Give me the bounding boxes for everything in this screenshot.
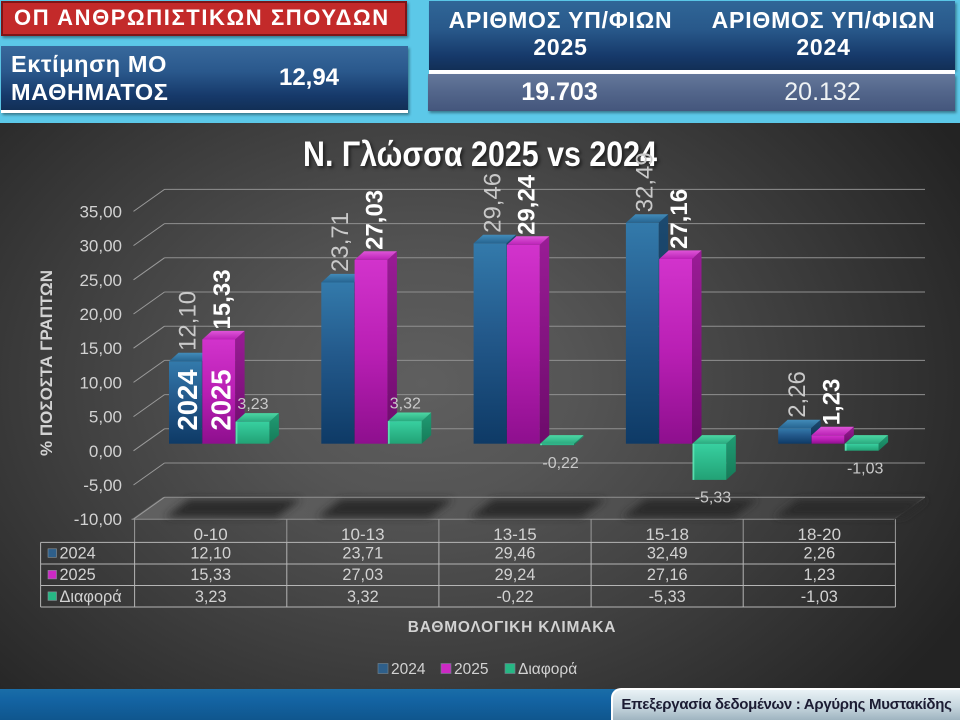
svg-text:2025: 2025: [454, 661, 488, 678]
svg-text:10,00: 10,00: [79, 373, 122, 392]
svg-text:15-18: 15-18: [645, 525, 688, 544]
svg-text:27,16: 27,16: [647, 566, 688, 584]
svg-text:29,46: 29,46: [495, 545, 536, 563]
svg-text:-5,33: -5,33: [695, 490, 732, 507]
svg-text:2024: 2024: [391, 661, 426, 678]
svg-text:-10,00: -10,00: [74, 510, 122, 529]
svg-text:-1,03: -1,03: [847, 460, 884, 477]
svg-text:15,00: 15,00: [79, 339, 122, 358]
svg-text:29,46: 29,46: [479, 173, 506, 233]
svg-text:3,23: 3,23: [195, 588, 227, 606]
svg-text:-5,33: -5,33: [649, 588, 686, 606]
svg-text:3,23: 3,23: [237, 396, 268, 413]
svg-text:30,00: 30,00: [79, 237, 122, 256]
svg-text:12,10: 12,10: [190, 545, 231, 563]
svg-text:2024: 2024: [172, 369, 203, 431]
svg-text:Διαφορά: Διαφορά: [60, 588, 122, 606]
svg-text:10-13: 10-13: [341, 525, 384, 544]
svg-text:-1,03: -1,03: [801, 588, 838, 606]
svg-text:12,10: 12,10: [175, 291, 202, 351]
svg-text:0,00: 0,00: [89, 442, 122, 461]
svg-text:ΒΑΘΜΟΛΟΓΙΚΗ ΚΛΙΜΑΚΑ: ΒΑΘΜΟΛΟΓΙΚΗ ΚΛΙΜΑΚΑ: [408, 619, 616, 636]
svg-text:27,16: 27,16: [666, 189, 693, 249]
svg-text:2,26: 2,26: [784, 371, 811, 418]
svg-text:2025: 2025: [60, 566, 96, 584]
svg-text:3,32: 3,32: [390, 396, 421, 413]
svg-text:-0,22: -0,22: [496, 588, 533, 606]
svg-text:2025: 2025: [205, 369, 236, 430]
svg-text:15,33: 15,33: [209, 269, 236, 329]
svg-text:3,32: 3,32: [347, 588, 379, 606]
svg-text:-0,22: -0,22: [542, 455, 579, 472]
svg-text:32,49: 32,49: [632, 152, 659, 212]
svg-text:15,33: 15,33: [190, 566, 231, 584]
svg-text:0-10: 0-10: [194, 525, 228, 544]
svg-text:18-20: 18-20: [798, 525, 841, 544]
svg-text:-5,00: -5,00: [83, 476, 122, 495]
svg-text:2024: 2024: [60, 545, 96, 563]
svg-text:32,49: 32,49: [647, 545, 688, 563]
svg-text:5,00: 5,00: [89, 408, 122, 427]
svg-text:Ν. Γλώσσα 2025 vs 2024: Ν. Γλώσσα 2025 vs 2024: [303, 135, 657, 174]
svg-text:1,23: 1,23: [818, 379, 845, 426]
svg-text:13-15: 13-15: [493, 525, 536, 544]
svg-text:% ΠΟΣΟΣΤΑ ΓΡΑΠΤΩΝ: % ΠΟΣΟΣΤΑ ΓΡΑΠΤΩΝ: [37, 270, 56, 456]
svg-text:27,03: 27,03: [361, 190, 388, 250]
svg-text:23,71: 23,71: [342, 545, 383, 563]
svg-text:29,24: 29,24: [514, 174, 541, 235]
svg-text:2,26: 2,26: [803, 545, 835, 563]
svg-text:23,71: 23,71: [327, 212, 354, 272]
svg-text:27,03: 27,03: [342, 566, 383, 584]
svg-text:Διαφορά: Διαφορά: [518, 661, 577, 678]
svg-text:25,00: 25,00: [79, 271, 122, 290]
svg-text:1,23: 1,23: [803, 566, 835, 584]
svg-text:35,00: 35,00: [79, 202, 122, 221]
svg-text:20,00: 20,00: [79, 305, 122, 324]
svg-text:29,24: 29,24: [495, 566, 536, 584]
